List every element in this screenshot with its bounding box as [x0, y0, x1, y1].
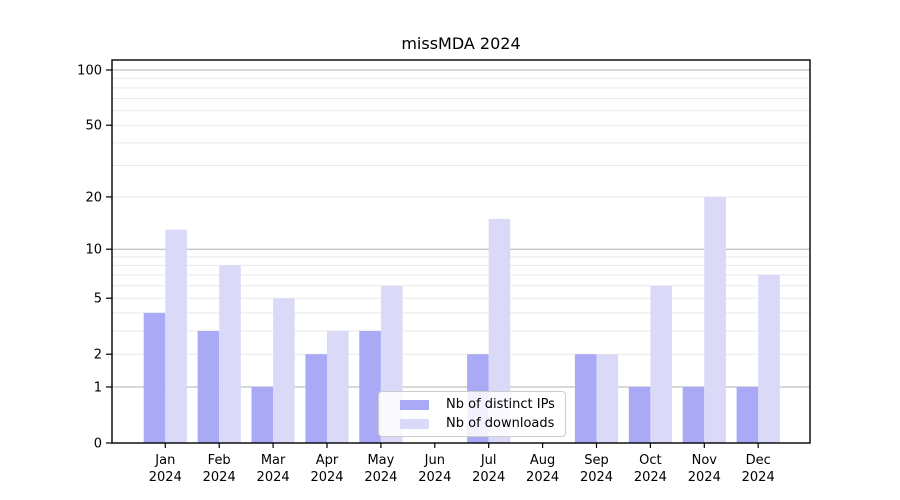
legend-label-downloads: Nb of downloads — [446, 416, 555, 431]
y-tick-label: 1 — [94, 380, 102, 395]
x-tick-label-year: 2024 — [257, 470, 290, 485]
y-tick-label: 5 — [94, 292, 102, 307]
plot-border — [111, 59, 811, 444]
chart-title: missMDA 2024 — [401, 34, 521, 53]
y-tick-label: 0 — [94, 437, 102, 452]
bar-distinct-ips-dec — [736, 386, 759, 443]
y-tick-label: 50 — [85, 119, 102, 134]
legend-label-distinct-ips: Nb of distinct IPs — [446, 397, 555, 412]
legend-item-downloads: Nb of downloads — [391, 416, 555, 431]
bar-downloads-apr — [327, 330, 349, 443]
x-tick-label-year: 2024 — [418, 470, 451, 485]
y-tick-label: 100 — [77, 64, 102, 79]
x-tick-label-month: Nov — [692, 453, 718, 468]
bar-distinct-ips-sep — [574, 354, 597, 443]
y-tick-label: 20 — [85, 190, 102, 205]
bar-downloads-mar — [273, 298, 295, 443]
x-tick-label-year: 2024 — [203, 470, 236, 485]
bar-downloads-dec — [758, 274, 780, 443]
x-tick-label-month: Feb — [208, 453, 231, 468]
bar-downloads-oct — [650, 285, 672, 443]
bar-downloads-jul — [488, 218, 511, 443]
x-tick-label-month: Sep — [584, 453, 609, 468]
legend-swatch-downloads — [400, 418, 429, 429]
bar-downloads-feb — [219, 265, 241, 443]
bar-distinct-ips-feb — [197, 330, 220, 443]
bar-distinct-ips-apr — [305, 354, 327, 443]
bar-distinct-ips-may — [359, 330, 381, 443]
bar-distinct-ips-jan — [143, 312, 166, 443]
x-tick-label-month: Apr — [316, 453, 339, 468]
x-tick-label-year: 2024 — [149, 470, 182, 485]
bar-downloads-sep — [596, 354, 619, 443]
legend-item-distinct-ips: Nb of distinct IPs — [391, 397, 555, 412]
bar-distinct-ips-mar — [251, 386, 274, 443]
bar-distinct-ips-oct — [628, 386, 651, 443]
x-tick-label-year: 2024 — [310, 470, 343, 485]
bar-distinct-ips-nov — [682, 386, 705, 443]
x-tick-label-month: Jan — [154, 453, 175, 468]
bar-downloads-jan — [165, 229, 187, 443]
x-tick-label-year: 2024 — [742, 470, 775, 485]
x-tick-label-year: 2024 — [472, 470, 505, 485]
y-tick-label: 10 — [85, 243, 102, 258]
x-tick-label-year: 2024 — [526, 470, 559, 485]
x-tick-label-month: Mar — [261, 453, 286, 468]
x-tick-label-year: 2024 — [688, 470, 721, 485]
x-tick-label-month: Jun — [424, 453, 445, 468]
x-tick-label-month: Aug — [530, 453, 555, 468]
legend-swatch-distinct-ips — [400, 399, 429, 410]
x-tick-label-month: Jul — [480, 453, 497, 468]
x-tick-label-year: 2024 — [580, 470, 613, 485]
y-tick-label: 2 — [94, 348, 102, 363]
legend: Nb of distinct IPs Nb of downloads — [378, 391, 566, 437]
x-tick-label-month: May — [367, 453, 394, 468]
x-tick-label-year: 2024 — [364, 470, 397, 485]
x-tick-label-month: Dec — [746, 453, 771, 468]
x-tick-label-year: 2024 — [634, 470, 667, 485]
x-tick-label-month: Oct — [639, 453, 661, 468]
bar-downloads-nov — [704, 196, 726, 443]
